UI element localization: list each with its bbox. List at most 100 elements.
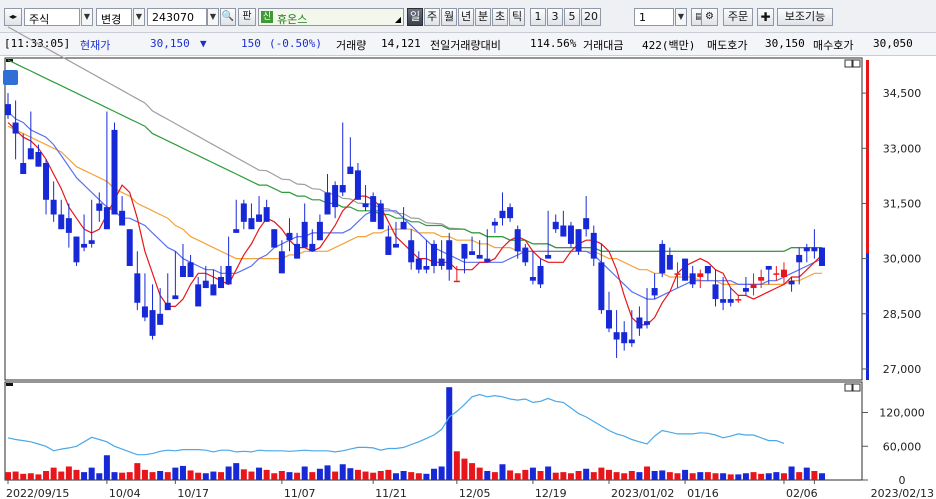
period-button-0[interactable]: 일 xyxy=(407,8,423,26)
corner-arrow-icon: ◢ xyxy=(394,15,401,24)
prev-ratio-label: 전일거래량대비 xyxy=(430,39,501,52)
candle-body xyxy=(651,288,658,296)
candle-body xyxy=(583,218,590,230)
price-label: 현재가 xyxy=(80,39,111,52)
volume-close-icon xyxy=(852,383,861,392)
volume-bar xyxy=(187,470,194,480)
ask-value: 30,150 xyxy=(765,37,805,50)
candle-body xyxy=(316,221,323,241)
gear-icon[interactable]: ⚙ xyxy=(701,8,718,26)
panel-button[interactable]: 판 xyxy=(238,8,256,26)
market-type-dropdown-icon[interactable]: ▼ xyxy=(81,8,93,26)
interval-button-3[interactable]: 20 xyxy=(581,8,601,26)
period-button-1[interactable]: 주 xyxy=(424,8,440,26)
candle-body xyxy=(780,269,787,278)
candle-body xyxy=(65,218,72,233)
candle-body xyxy=(803,247,810,252)
candle-body xyxy=(362,203,369,208)
candle-body xyxy=(392,243,399,248)
volume-ma-line xyxy=(7,393,785,456)
period-button-5[interactable]: 초 xyxy=(492,8,508,26)
volume-bar xyxy=(537,471,544,480)
order-button[interactable]: 주문 xyxy=(723,8,753,26)
prev-ratio-value: 114.56% xyxy=(530,37,577,50)
interval-input[interactable]: 1 xyxy=(634,8,674,26)
volume-bar xyxy=(453,451,460,480)
candle-body xyxy=(469,251,476,255)
volume-bar xyxy=(484,471,491,480)
volume-tick-label: 120,000 xyxy=(879,407,925,420)
interval-button-2[interactable]: 5 xyxy=(564,8,580,26)
candle-body xyxy=(522,247,529,263)
volume-bar xyxy=(392,473,399,480)
x-axis-label: 01/16 xyxy=(687,487,719,499)
volume-bar xyxy=(704,472,711,480)
aux-function-button[interactable]: 보조기능 xyxy=(777,8,833,26)
stock-name-field[interactable]: 신 휴온스 ◢ xyxy=(258,8,404,26)
market-type-select[interactable]: 주식 xyxy=(24,8,80,26)
candle-body xyxy=(20,162,27,175)
volume-bar xyxy=(659,470,666,480)
candle-body xyxy=(431,243,438,266)
candle-body xyxy=(126,229,133,266)
candle-body xyxy=(773,273,780,275)
period-button-4[interactable]: 분 xyxy=(475,8,491,26)
candle-body xyxy=(461,243,468,259)
candle-body xyxy=(674,273,681,275)
candle-body xyxy=(507,207,514,219)
volume-bar xyxy=(788,466,795,480)
aux-function-label: 보조기능 xyxy=(784,10,826,23)
stock-code-dropdown-icon[interactable]: ▼ xyxy=(207,8,219,26)
volume-bar xyxy=(605,469,612,480)
change-dropdown-icon[interactable]: ▼ xyxy=(133,8,145,26)
candle-body xyxy=(514,229,521,252)
volume-bar xyxy=(415,473,422,480)
period-button-2[interactable]: 월 xyxy=(441,8,457,26)
volume-bar xyxy=(43,471,50,480)
period-button-3[interactable]: 년 xyxy=(458,8,474,26)
volume-bar xyxy=(50,467,57,480)
candle-body xyxy=(172,295,179,300)
interval-button-1[interactable]: 3 xyxy=(547,8,563,26)
stock-code-input[interactable]: 243070 xyxy=(147,8,207,26)
volume-bar xyxy=(598,467,605,480)
volume-bar xyxy=(362,471,369,480)
volume-bar xyxy=(796,472,803,480)
interval-button-0[interactable]: 1 xyxy=(530,8,546,26)
change-select[interactable]: 변경 xyxy=(96,8,132,26)
period-button-6[interactable]: 틱 xyxy=(509,8,525,26)
volume-bar xyxy=(256,467,263,480)
scale-strip-up xyxy=(866,60,869,254)
price-tick-label: 27,000 xyxy=(883,363,922,376)
current-price: 30,150 xyxy=(150,37,190,50)
volume-bar xyxy=(507,470,514,480)
volume-bar xyxy=(301,466,308,480)
volume-bar xyxy=(644,466,651,480)
candle-body xyxy=(537,265,544,285)
volume-bar xyxy=(431,468,438,480)
candle-body xyxy=(438,258,445,266)
plus-icon[interactable]: ✚ xyxy=(757,8,774,26)
volume-bar xyxy=(271,473,278,480)
candle-body xyxy=(35,151,42,167)
volume-bar xyxy=(567,473,574,480)
candle-body xyxy=(286,232,293,241)
volume-bar xyxy=(88,467,95,480)
candle-body xyxy=(415,258,422,270)
interval-dropdown-icon[interactable]: ▼ xyxy=(675,8,687,26)
volume-bar xyxy=(438,466,445,480)
candle-body xyxy=(636,317,643,329)
volume-bar xyxy=(195,472,202,480)
candle-body xyxy=(370,196,377,222)
search-icon[interactable]: 🔍 xyxy=(220,8,236,26)
volume-bar xyxy=(263,469,270,480)
candle-body xyxy=(195,284,202,307)
volume-bar xyxy=(27,473,34,480)
volume-bar xyxy=(58,471,65,480)
volume-bar xyxy=(560,472,567,480)
chart-tool-icon[interactable] xyxy=(3,70,18,85)
candle-body xyxy=(164,302,171,311)
nav-arrows-icon[interactable]: ◂▸ xyxy=(4,8,22,26)
candle-body xyxy=(103,207,110,230)
